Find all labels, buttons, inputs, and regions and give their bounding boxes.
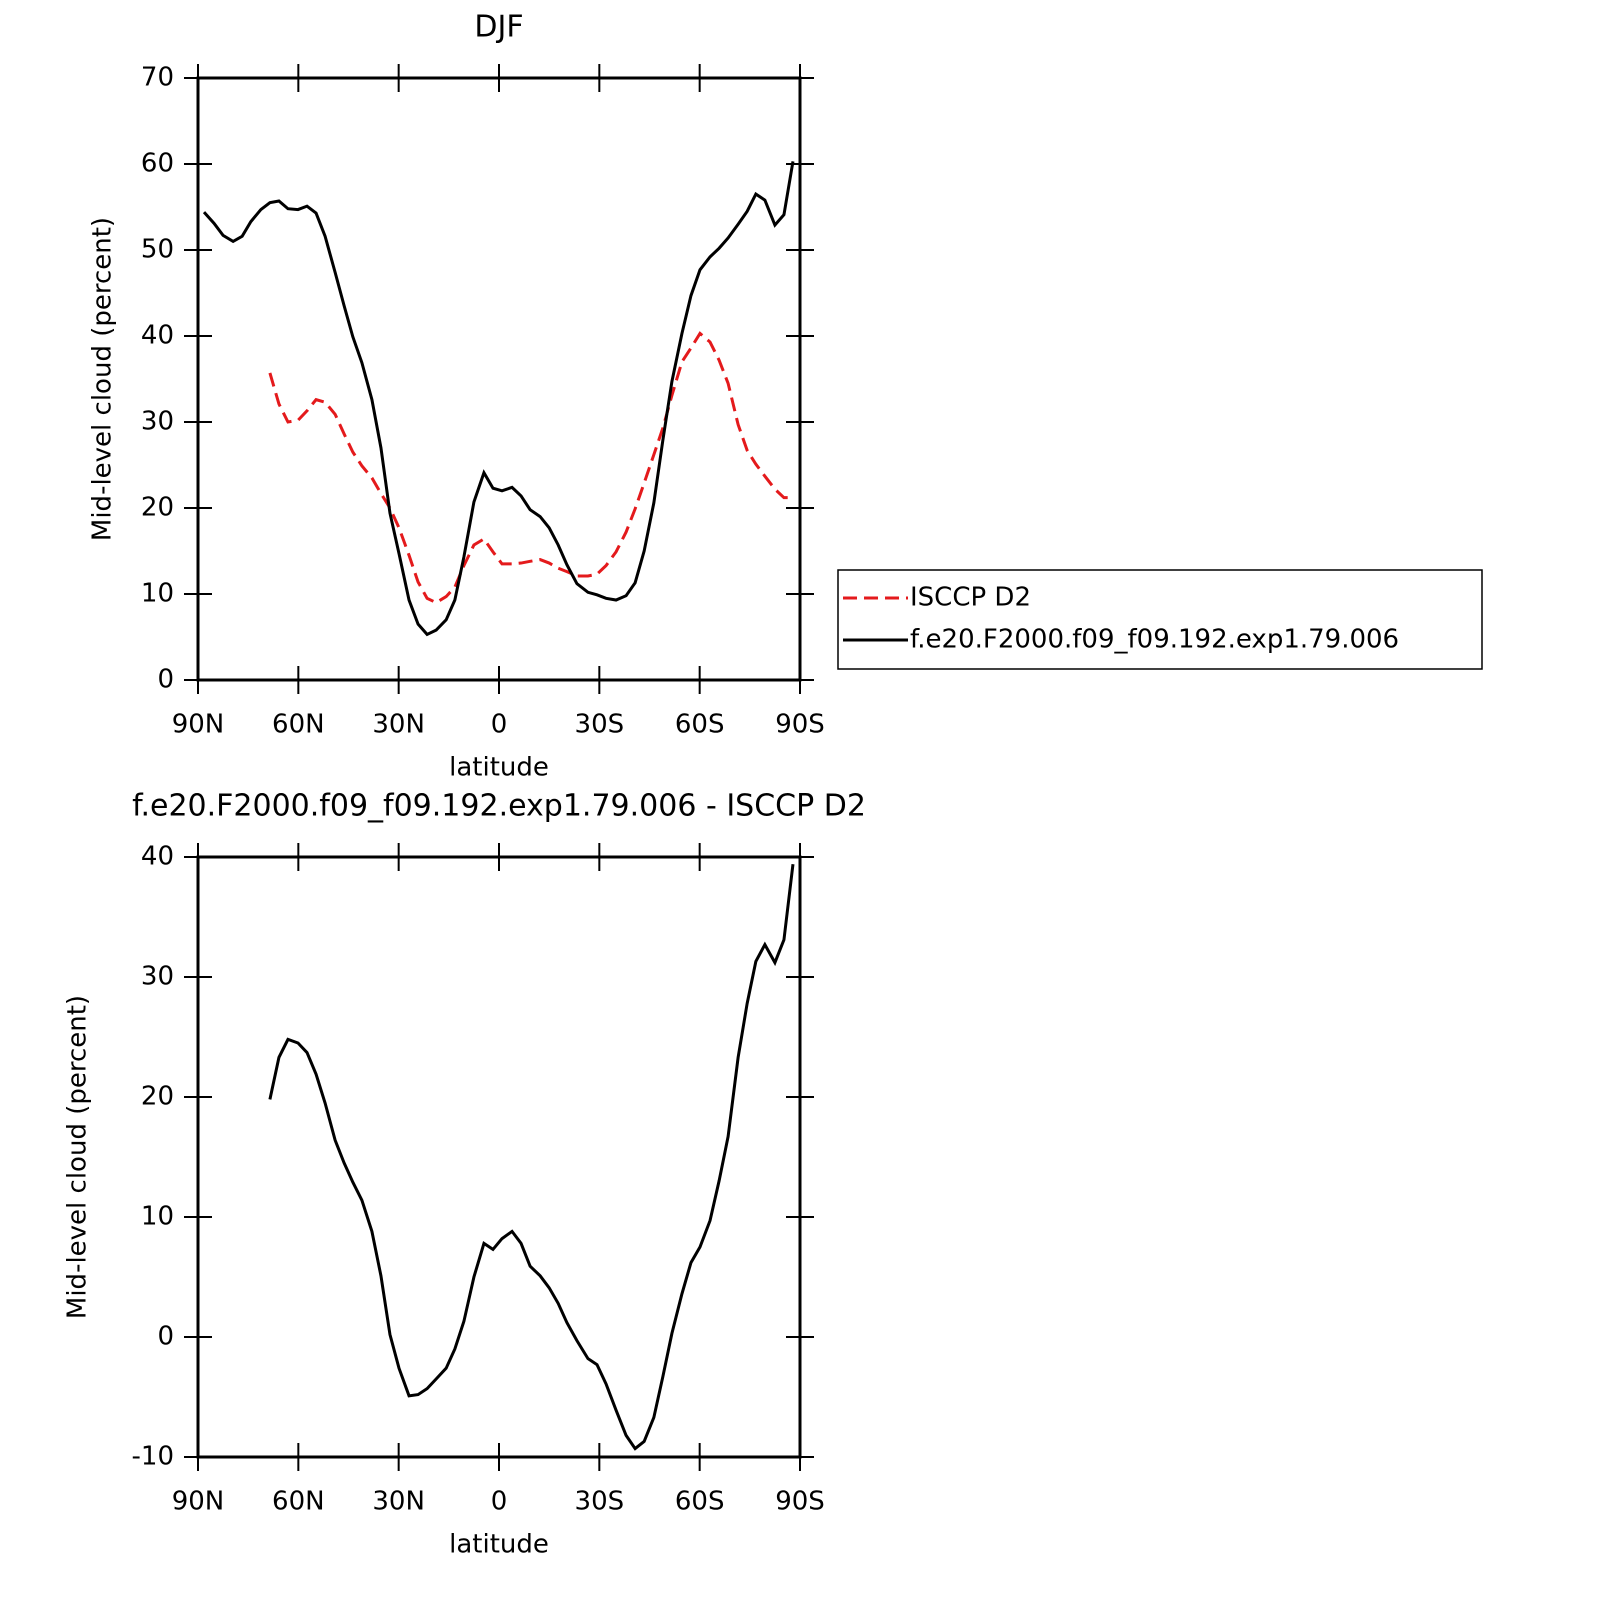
y-tick-label: 30 [141,407,174,437]
y-tick-label: 10 [141,579,174,609]
legend-box [837,569,1483,670]
legend-label: ISCCP D2 [910,583,1031,613]
y-tick-label: 70 [141,63,174,93]
x-tick-label: 30N [372,710,425,740]
x-tick-label: 60S [675,1487,725,1517]
y-tick-label: 0 [157,665,174,695]
x-tick-label: 0 [491,710,508,740]
x-tick-label: 60S [675,710,725,740]
x-tick-label: 60N [272,710,325,740]
y-tick-label: 20 [141,1082,174,1112]
y-tick-label: 20 [141,493,174,523]
line-series [268,864,795,1451]
y-tick-label: -10 [132,1442,174,1472]
plot-frame [196,855,802,1459]
x-axis-label: latitude [449,753,549,783]
legend-label: f.e20.F2000.f09_f09.192.exp1.79.006 [910,625,1399,655]
x-tick-label: 30S [575,710,625,740]
y-axis-label: Mid-level cloud (percent) [63,995,93,1319]
y-tick-label: 60 [141,149,174,179]
line-series [268,331,793,605]
line-series [202,161,795,637]
y-tick-label: 40 [141,842,174,872]
x-tick-label: 90N [172,710,225,740]
y-tick-label: 50 [141,235,174,265]
x-tick-label: 60N [272,1487,325,1517]
y-tick-label: 0 [157,1322,174,1352]
x-tick-label: 30S [575,1487,625,1517]
x-tick-label: 90S [775,1487,825,1517]
y-tick-label: 30 [141,962,174,992]
y-axis-label: Mid-level cloud (percent) [88,217,118,541]
chart-title: DJF [474,10,523,45]
x-tick-label: 90N [172,1487,225,1517]
x-tick-label: 90S [775,710,825,740]
y-tick-label: 10 [141,1202,174,1232]
chart-title: f.e20.F2000.f09_f09.192.exp1.79.006 - IS… [132,789,866,824]
y-tick-label: 40 [141,321,174,351]
x-tick-label: 0 [491,1487,508,1517]
plot-frame [196,76,802,682]
x-tick-label: 30N [372,1487,425,1517]
x-axis-label: latitude [449,1530,549,1560]
